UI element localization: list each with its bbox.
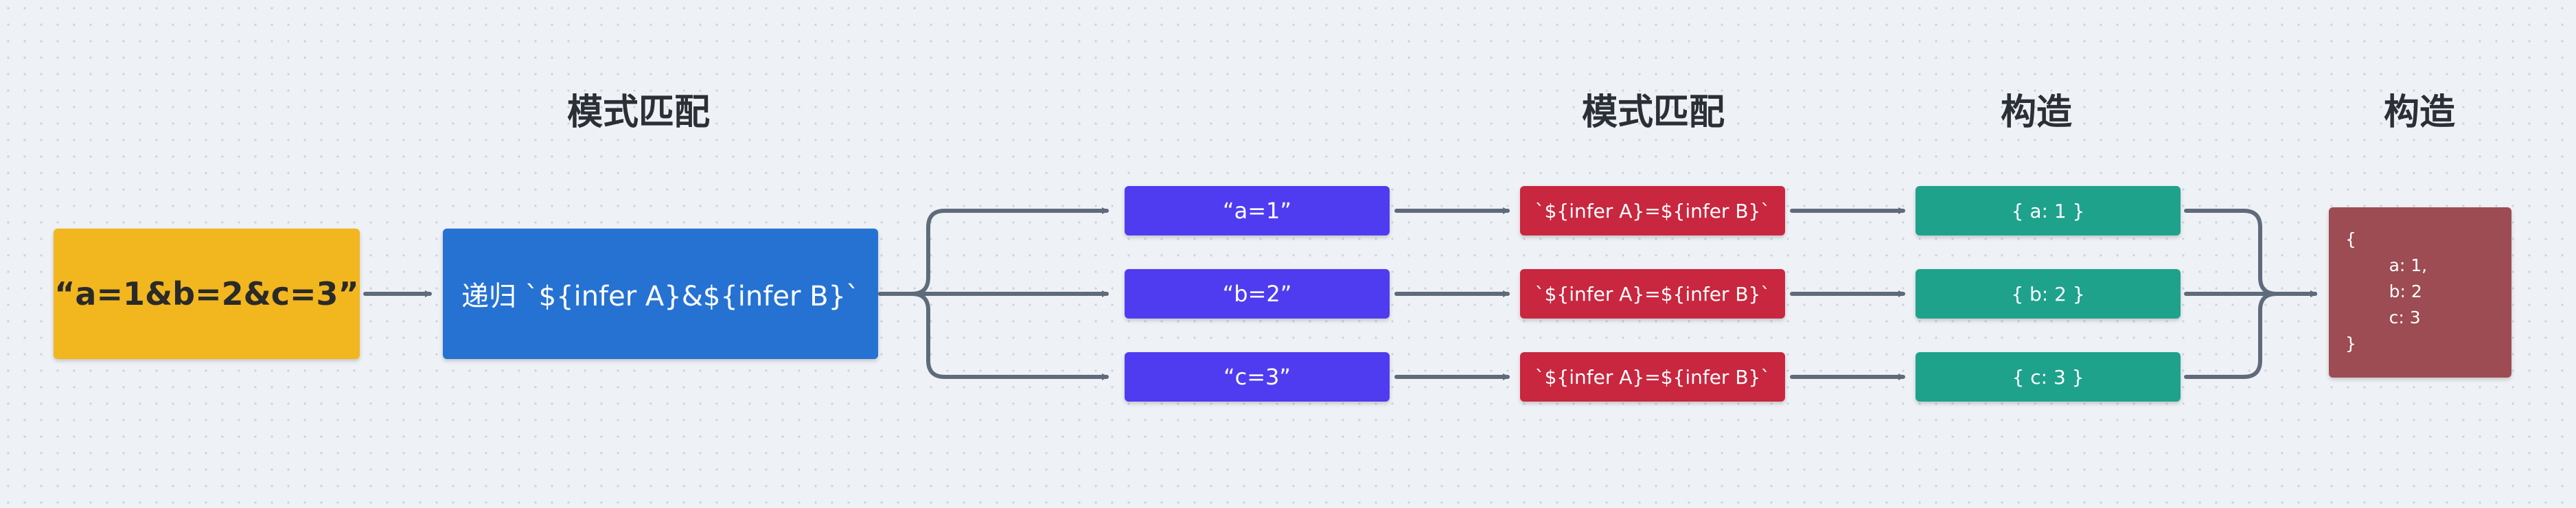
input-string-text: “a=1&b=2&c=3” xyxy=(54,275,359,312)
result-object-node: { a: 1, b: 2 c: 3 } xyxy=(2329,207,2511,378)
arrow-recurse-to-pair-c xyxy=(878,292,1109,380)
object-node-b: { b: 2 } xyxy=(1916,269,2181,319)
pattern-node-a: `${infer A}=${infer B}` xyxy=(1520,186,1785,235)
pattern-node-c: `${infer A}=${infer B}` xyxy=(1520,352,1785,402)
recursive-split-node: 递归 `${infer A}&${infer B}` xyxy=(443,229,878,359)
arrow-object-a-to-result xyxy=(2184,209,2317,297)
pair-text-a: “a=1” xyxy=(1223,198,1291,224)
label-pattern-match-2: 模式匹配 xyxy=(1581,92,1725,133)
pattern-text-b: `${infer A}=${infer B}` xyxy=(1534,282,1771,305)
result-line: b: 2 xyxy=(2345,281,2422,301)
pair-node-a: “a=1” xyxy=(1125,186,1390,235)
result-line: } xyxy=(2345,334,2356,354)
pattern-text-a: `${infer A}=${infer B}` xyxy=(1534,199,1771,222)
pair-text-c: “c=3” xyxy=(1223,364,1291,390)
pair-text-b: “b=2” xyxy=(1222,281,1292,307)
arrow-recurse-to-pair-a xyxy=(878,207,1109,296)
pair-node-c: “c=3” xyxy=(1125,352,1390,402)
input-string-node: “a=1&b=2&c=3” xyxy=(54,229,360,359)
pattern-node-b: `${infer A}=${infer B}` xyxy=(1520,269,1785,319)
object-text-a: { a: 1 } xyxy=(2011,199,2085,222)
pair-node-b: “b=2” xyxy=(1125,269,1390,319)
pattern-text-c: `${infer A}=${infer B}` xyxy=(1534,365,1771,389)
object-text-b: { b: 2 } xyxy=(2011,282,2085,305)
result-line: c: 3 xyxy=(2345,308,2421,327)
arrow-object-c-to-result xyxy=(2184,290,2317,379)
result-line: a: 1, xyxy=(2345,255,2428,275)
label-construct-2: 构造 xyxy=(2383,92,2455,133)
label-construct-1: 构造 xyxy=(2000,92,2072,133)
object-node-a: { a: 1 } xyxy=(1916,186,2181,235)
label-pattern-match-1: 模式匹配 xyxy=(566,92,710,133)
result-line: { xyxy=(2345,229,2356,249)
recursive-split-text: 递归 `${infer A}&${infer B}` xyxy=(461,281,860,312)
object-text-c: { c: 3 } xyxy=(2012,365,2084,389)
object-node-c: { c: 3 } xyxy=(1916,352,2181,402)
